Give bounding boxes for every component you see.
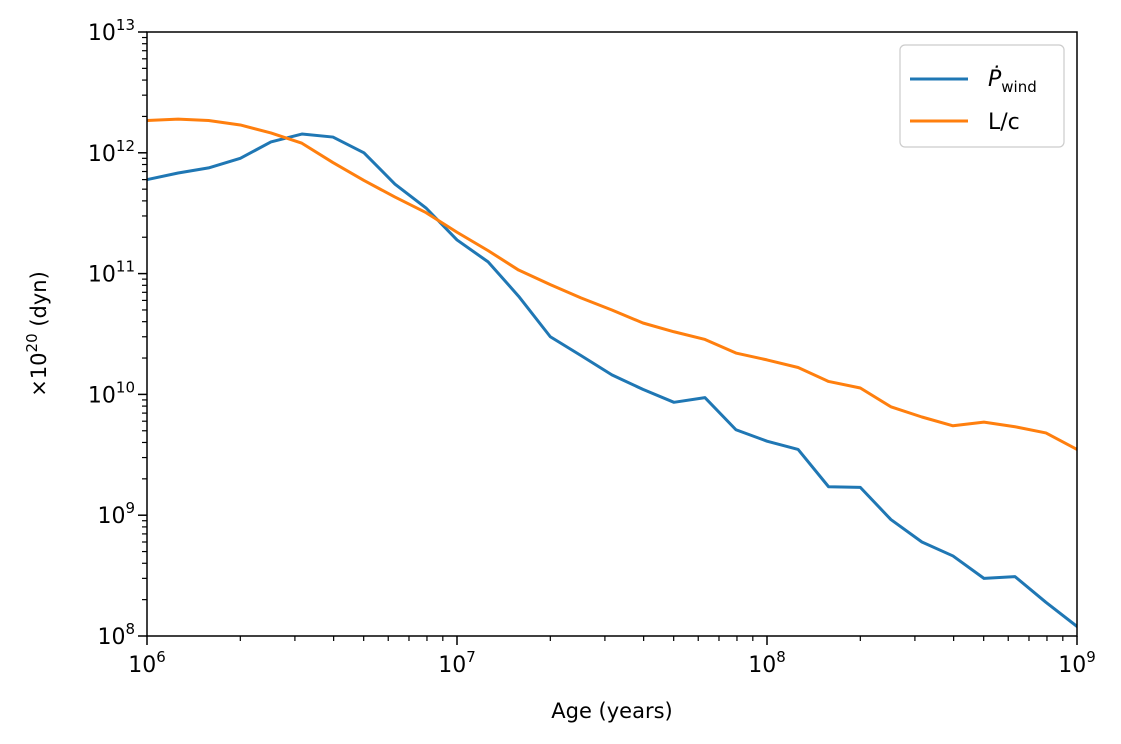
x-tick-label: 107: [438, 648, 476, 678]
x-tick-label-base: 10: [748, 653, 776, 678]
y-axis-label-suffix: (dyn): [27, 271, 51, 333]
x-tick-label-base: 10: [1058, 653, 1086, 678]
y-tick-label-exponent: 10: [116, 378, 135, 396]
legend-label-p-wind: Ṗwind: [988, 66, 1037, 96]
series-layer: [147, 117, 1077, 629]
y-tick-label-base: 10: [88, 263, 116, 288]
legend-box: [899, 44, 1065, 148]
plot-frame: [146, 31, 1078, 637]
x-tick-label-exponent: 6: [156, 648, 166, 666]
series-line-p-wind: [147, 132, 1077, 629]
y-tick-label-exponent: 8: [125, 620, 135, 638]
y-tick-label-exponent: 12: [116, 137, 135, 155]
legend-label-lc: L/c: [988, 110, 1020, 135]
y-axis-label: ×1020 (dyn): [23, 271, 51, 397]
legend-label-p-wind-main: Ṗ: [988, 66, 1002, 92]
y-tick-label-base: 10: [88, 142, 116, 167]
x-tick-label-exponent: 7: [466, 648, 476, 666]
y-tick-label: 1010: [88, 378, 135, 408]
x-tick-label-exponent: 8: [776, 648, 786, 666]
y-tick-label-base: 10: [97, 504, 125, 529]
y-tick-label-exponent: 9: [125, 499, 135, 517]
y-tick-label-base: 10: [88, 21, 116, 46]
y-axis-label-exponent: 20: [23, 333, 41, 352]
x-tick-label-base: 10: [128, 653, 156, 678]
major-ticks: [138, 31, 1078, 645]
y-tick-label: 109: [97, 499, 135, 529]
x-tick-label: 108: [748, 648, 786, 678]
legend: Ṗwind L/c: [899, 44, 1065, 148]
y-axis-label-prefix: ×10: [27, 352, 51, 396]
y-tick-label-exponent: 11: [116, 258, 135, 276]
y-tick-label-exponent: 13: [116, 16, 135, 34]
y-tick-label: 1012: [88, 137, 135, 167]
y-tick-label: 108: [97, 620, 135, 650]
y-tick-label: 1011: [88, 258, 135, 288]
x-tick-label: 106: [128, 648, 166, 678]
legend-label-p-wind-sub: wind: [1001, 78, 1036, 96]
y-tick-label: 1013: [88, 16, 135, 46]
x-axis-label: Age (years): [551, 699, 672, 723]
y-tick-label-base: 10: [97, 625, 125, 650]
series-line-lc: [147, 117, 1077, 452]
x-tick-label-base: 10: [438, 653, 466, 678]
x-tick-label: 109: [1058, 648, 1096, 678]
minor-ticks: [142, 36, 1064, 641]
x-tick-label-exponent: 9: [1086, 648, 1096, 666]
y-tick-label-base: 10: [88, 383, 116, 408]
